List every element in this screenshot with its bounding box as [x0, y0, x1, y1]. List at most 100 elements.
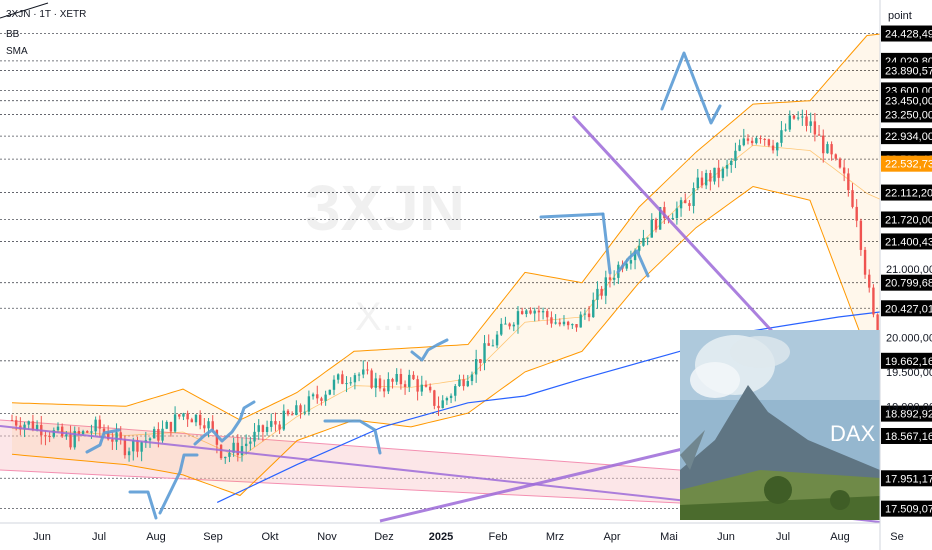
candle-body	[140, 442, 143, 452]
annotation-arrow-up-apr	[616, 249, 650, 278]
candle-body	[445, 398, 449, 401]
candle-body	[688, 203, 691, 206]
candle-body	[232, 442, 235, 453]
candle-body	[278, 424, 281, 430]
candle-body	[412, 374, 415, 380]
level-label-5: 23.250,00	[885, 109, 932, 121]
candle-body	[274, 421, 277, 425]
inset-caption: DAX	[830, 421, 876, 446]
candle-body	[692, 188, 695, 206]
candle-body	[834, 154, 837, 159]
candle-body	[31, 421, 35, 430]
annotation-drop-nov	[323, 419, 382, 455]
candle-body	[725, 165, 729, 169]
candle-body	[182, 413, 185, 417]
candle-body	[115, 432, 118, 442]
candle-body	[265, 426, 269, 432]
candle-body	[408, 374, 411, 387]
candle-body	[608, 277, 612, 280]
candle-body	[730, 160, 733, 166]
candle-body	[44, 435, 47, 437]
candle-body	[35, 424, 39, 430]
candle-body	[704, 173, 708, 186]
candle-body	[646, 237, 649, 239]
candle-body	[341, 374, 344, 384]
level-label-12: 20.427,01	[885, 303, 932, 315]
level-badge-14	[881, 405, 932, 422]
candle-body	[136, 440, 139, 452]
candle-body	[796, 117, 800, 119]
candle-body	[533, 310, 536, 314]
candle-body	[746, 138, 750, 141]
level-badge-16	[881, 470, 932, 487]
candle-body	[52, 430, 56, 437]
candle-body	[562, 321, 566, 325]
candle-body	[433, 390, 436, 406]
level-badge-13	[881, 352, 932, 369]
level-badge-11	[881, 274, 932, 291]
candle-body	[817, 134, 821, 136]
candle-body	[642, 237, 645, 246]
time-label-9: Mrz	[546, 531, 564, 543]
candle-body	[679, 200, 683, 209]
candle-body	[592, 299, 595, 318]
candle-body	[320, 398, 323, 401]
axis-tick-2: 19.500,00	[886, 367, 932, 379]
sma-line	[216, 303, 932, 503]
candle-body	[700, 177, 704, 186]
candle-body	[558, 322, 561, 325]
candle-body	[98, 419, 102, 429]
candle-body	[370, 370, 373, 388]
candle-body	[261, 425, 265, 432]
candle-body	[382, 388, 386, 392]
candle-body	[328, 389, 332, 395]
candle-body	[236, 442, 240, 456]
level-badge-4	[881, 92, 932, 109]
candle-body	[462, 379, 465, 387]
level-label-10: 21.400,43	[885, 236, 932, 248]
time-label-11: Mai	[660, 531, 678, 543]
level-badge-0	[881, 25, 932, 42]
candle-body	[203, 425, 206, 429]
candle-body	[240, 446, 244, 456]
candle-body	[537, 310, 541, 313]
candle-body	[86, 431, 89, 433]
candle-body	[546, 311, 549, 318]
level-badge-6	[881, 128, 932, 145]
candle-body	[316, 394, 319, 399]
candle-body	[374, 378, 378, 388]
legend-indicator-bb[interactable]: BB	[6, 29, 20, 40]
candle-body	[629, 260, 633, 264]
candle-body	[776, 142, 779, 151]
level-label-14: 18.892,92	[885, 409, 932, 421]
candle-body	[859, 220, 863, 250]
candle-body	[830, 144, 833, 155]
support-channel-bottom	[0, 469, 681, 504]
candle-body	[198, 414, 202, 426]
level-label-17: 17.509,07	[885, 504, 932, 516]
candle-body	[458, 379, 461, 387]
candle-body	[759, 138, 762, 140]
candle-body	[148, 438, 152, 441]
candle-body	[541, 311, 545, 313]
candle-body	[65, 434, 68, 437]
level-label-9: 21.720,00	[885, 214, 932, 226]
sma-layer	[216, 303, 932, 503]
watermark-symbol: 3XJN	[305, 172, 465, 244]
candle-body	[604, 277, 607, 296]
candle-body	[466, 381, 470, 387]
legend-indicator-sma[interactable]: SMA	[6, 46, 28, 57]
candle-body	[809, 121, 812, 126]
candle-body	[169, 421, 173, 432]
candle-body	[165, 421, 168, 429]
candle-body	[504, 323, 507, 325]
candle-body	[826, 144, 829, 154]
candle-body	[27, 421, 30, 425]
legend-symbol[interactable]: 3XJN · 1T · XETR	[6, 9, 86, 20]
candle-body	[56, 426, 60, 431]
level-badge-8	[881, 184, 932, 201]
level-badge-5	[881, 106, 932, 123]
candle-body	[709, 173, 712, 182]
candle-body	[178, 414, 181, 417]
